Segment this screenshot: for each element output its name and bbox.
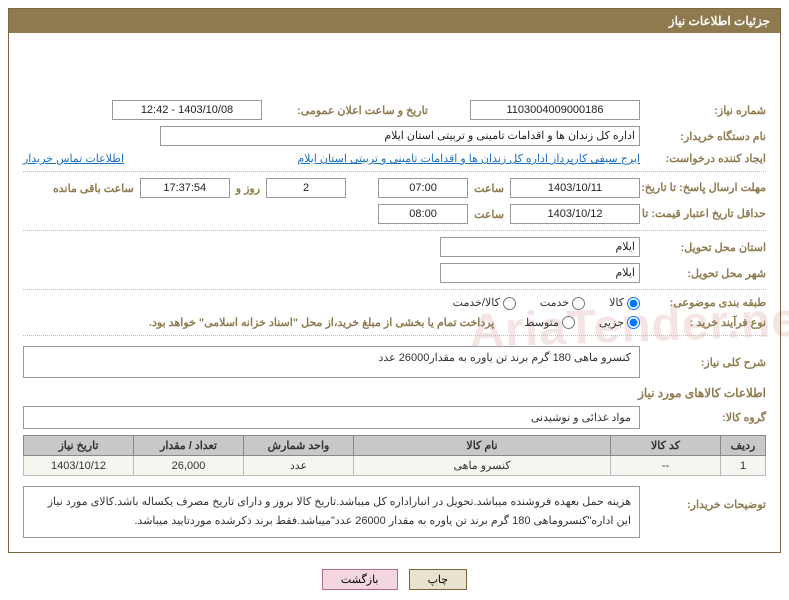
creator-label: ایجاد کننده درخواست: [646, 152, 766, 165]
th-date: تاریخ نیاز [24, 436, 134, 456]
cat-service-label[interactable]: خدمت [540, 296, 585, 310]
deadline-date: 1403/10/11 [510, 178, 640, 198]
main-panel: جزئیات اطلاعات نیاز AriaTender.net شماره… [8, 8, 781, 553]
back-button[interactable]: بازگشت [322, 569, 398, 590]
cell-date: 1403/10/12 [24, 456, 134, 476]
cell-unit: عدد [244, 456, 354, 476]
city-field: ایلام [440, 263, 640, 283]
panel-header: جزئیات اطلاعات نیاز [9, 9, 780, 33]
deadline-time: 07:00 [378, 178, 468, 198]
province-field: ایلام [440, 237, 640, 257]
cat-goods-label[interactable]: کالا [609, 296, 640, 310]
announce-field: 1403/10/08 - 12:42 [112, 100, 262, 120]
province-label: استان محل تحویل: [646, 241, 766, 254]
th-unit: واحد شمارش [244, 436, 354, 456]
panel-content: AriaTender.net شماره نیاز: 1103004009000… [9, 33, 780, 552]
cat-both-radio[interactable] [503, 297, 516, 310]
buyer-notes-label: توضیحات خریدار: [646, 486, 766, 511]
cat-goods-radio[interactable] [627, 297, 640, 310]
deadline-label: مهلت ارسال پاسخ: تا تاریخ: [646, 181, 766, 195]
proc-label: نوع فرآیند خرید : [646, 316, 766, 329]
buyer-field: اداره کل زندان ها و اقدامات تامینی و ترب… [160, 126, 640, 146]
group-label: گروه کالا: [646, 411, 766, 424]
proc-note: پرداخت تمام یا بخشی از مبلغ خرید،از محل … [149, 316, 494, 329]
timer-after-label: ساعت باقی مانده [53, 182, 134, 195]
days-after-label: روز و [236, 182, 260, 195]
proc-medium-radio[interactable] [562, 316, 575, 329]
desc-field: کنسرو ماهی 180 گرم برند تن یاوره به مقدا… [23, 346, 640, 378]
creator-value[interactable]: ایرج سیفی کارپرداز اداره کل زندان ها و ا… [297, 152, 640, 165]
print-button[interactable]: چاپ [409, 569, 468, 590]
validity-time: 08:00 [378, 204, 468, 224]
city-label: شهر محل تحویل: [646, 267, 766, 280]
proc-medium-label[interactable]: متوسط [524, 316, 575, 330]
announce-label: تاریخ و ساعت اعلان عمومی: [268, 104, 428, 117]
table-row: 1 -- کنسرو ماهی عدد 26,000 1403/10/12 [24, 456, 766, 476]
button-bar: چاپ بازگشت [0, 561, 789, 600]
proc-partial-label[interactable]: جزیی [599, 316, 640, 330]
cell-code: -- [611, 456, 721, 476]
cat-label: طبقه بندی موضوعی: [646, 296, 766, 309]
deadline-time-label: ساعت [474, 182, 504, 195]
days-remaining: 2 [266, 178, 346, 198]
items-table: ردیف کد کالا نام کالا واحد شمارش تعداد /… [23, 435, 766, 476]
panel-title: جزئیات اطلاعات نیاز [669, 14, 770, 28]
cell-name: کنسرو ماهی [354, 456, 611, 476]
cat-service-radio[interactable] [572, 297, 585, 310]
desc-label: شرح کلی نیاز: [646, 356, 766, 369]
th-name: نام کالا [354, 436, 611, 456]
cell-row: 1 [721, 456, 766, 476]
group-field: مواد غذائی و نوشیدنی [23, 406, 640, 429]
buyer-notes-field: هزینه حمل بعهده فروشنده میباشد.تحویل در … [23, 486, 640, 537]
need-no-label: شماره نیاز: [646, 104, 766, 117]
cat-both-label[interactable]: کالا/خدمت [453, 296, 516, 310]
validity-date: 1403/10/12 [510, 204, 640, 224]
th-qty: تعداد / مقدار [134, 436, 244, 456]
goods-info-title: اطلاعات کالاهای مورد نیاز [23, 386, 766, 400]
need-no-field: 1103004009000186 [470, 100, 640, 120]
contact-link[interactable]: اطلاعات تماس خریدار [23, 152, 124, 165]
th-row: ردیف [721, 436, 766, 456]
proc-partial-radio[interactable] [627, 316, 640, 329]
buyer-label: نام دستگاه خریدار: [646, 130, 766, 143]
th-code: کد کالا [611, 436, 721, 456]
validity-time-label: ساعت [474, 208, 504, 221]
validity-label: حداقل تاریخ اعتبار قیمت: تا تاریخ: [646, 207, 766, 221]
cell-qty: 26,000 [134, 456, 244, 476]
timer-field: 17:37:54 [140, 178, 230, 198]
